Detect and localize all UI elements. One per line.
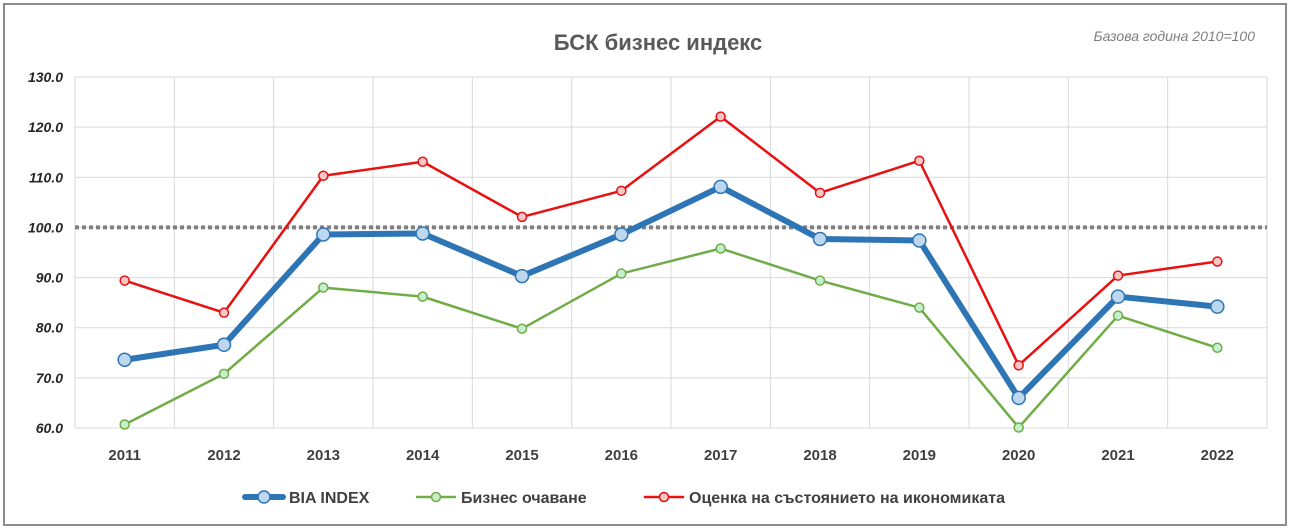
x-tick-label: 2014 — [406, 447, 440, 464]
x-tick-label: 2015 — [505, 447, 538, 464]
data-point — [415, 226, 430, 241]
data-point — [1013, 360, 1024, 371]
grid — [74, 76, 1268, 429]
x-tick-label: 2011 — [108, 447, 141, 464]
y-tick-label: 90.0 — [36, 270, 63, 286]
x-tick-label: 2020 — [1002, 447, 1035, 464]
x-tick-label: 2021 — [1101, 447, 1134, 464]
legend-label: Бизнес очаване — [461, 490, 587, 507]
series-layer — [117, 111, 1225, 433]
data-point — [218, 368, 230, 380]
y-tick-label: 70.0 — [36, 370, 63, 386]
y-axis: 60.0 70.0 80.0 90.0 100.0 110.0 120.0 130.0 — [28, 69, 63, 436]
y-tick-label: 130.0 — [28, 69, 63, 85]
data-point — [1210, 299, 1225, 314]
data-point — [117, 352, 132, 368]
data-point — [218, 307, 230, 318]
data-point — [614, 227, 629, 242]
legend-label: BIA INDEX — [289, 490, 370, 507]
data-point — [318, 282, 329, 293]
data-point — [814, 187, 826, 199]
y-tick-label: 80.0 — [36, 320, 63, 336]
x-tick-label: 2016 — [605, 447, 638, 464]
data-point — [1013, 422, 1024, 433]
data-point — [1110, 289, 1126, 304]
data-point — [119, 275, 130, 286]
series-line — [123, 115, 1219, 367]
data-point — [616, 268, 627, 279]
y-tick-label: 120.0 — [28, 119, 63, 135]
chart-frame: БСК бизнес индекс Базова година 2010=100… — [3, 3, 1287, 526]
data-point — [1011, 390, 1026, 406]
x-tick-label: 2012 — [207, 447, 240, 464]
legend-marker — [430, 491, 442, 503]
legend-marker — [658, 491, 670, 503]
data-point — [914, 155, 925, 166]
series-line — [123, 247, 1219, 429]
legend: BIA INDEX Бизнес очаване Оценка на състоян… — [242, 490, 1005, 507]
x-tick-label: 2013 — [307, 447, 340, 464]
data-point — [514, 268, 530, 284]
data-point — [1112, 270, 1124, 281]
data-point — [516, 323, 528, 334]
data-point — [912, 233, 927, 248]
data-point — [417, 291, 428, 302]
y-tick-label: 100.0 — [28, 219, 63, 235]
legend-label: Оценка на състоянието на икономиката — [689, 490, 1005, 507]
legend-marker — [257, 490, 271, 504]
chart-subtitle: Базова година 2010=100 — [1093, 28, 1255, 44]
x-tick-label: 2018 — [803, 447, 836, 464]
data-point — [715, 243, 726, 254]
data-point — [316, 227, 331, 242]
data-point — [216, 337, 232, 353]
data-point — [1212, 256, 1223, 267]
data-point — [1212, 342, 1223, 354]
data-point — [616, 185, 627, 197]
data-point — [318, 170, 329, 182]
y-tick-label: 110.0 — [29, 169, 63, 185]
data-point — [713, 179, 728, 195]
y-tick-label: 60.0 — [36, 420, 63, 436]
data-point — [119, 419, 130, 430]
data-point — [417, 156, 428, 167]
data-point — [814, 275, 826, 286]
x-tick-label: 2019 — [903, 447, 936, 464]
line-chart: БСК бизнес индекс Базова година 2010=100… — [28, 28, 1268, 507]
data-point — [914, 302, 925, 313]
series-line — [121, 183, 1221, 401]
x-axis: 2011 2012 2013 2014 2015 2016 2017 2018 2019 2020… — [108, 447, 1234, 464]
chart-title: БСК бизнес индекс — [554, 30, 763, 55]
data-point — [715, 111, 726, 122]
data-point — [516, 211, 528, 223]
x-tick-label: 2022 — [1201, 447, 1234, 464]
data-point — [1112, 310, 1124, 321]
data-point — [812, 231, 828, 247]
x-tick-label: 2017 — [704, 447, 737, 464]
